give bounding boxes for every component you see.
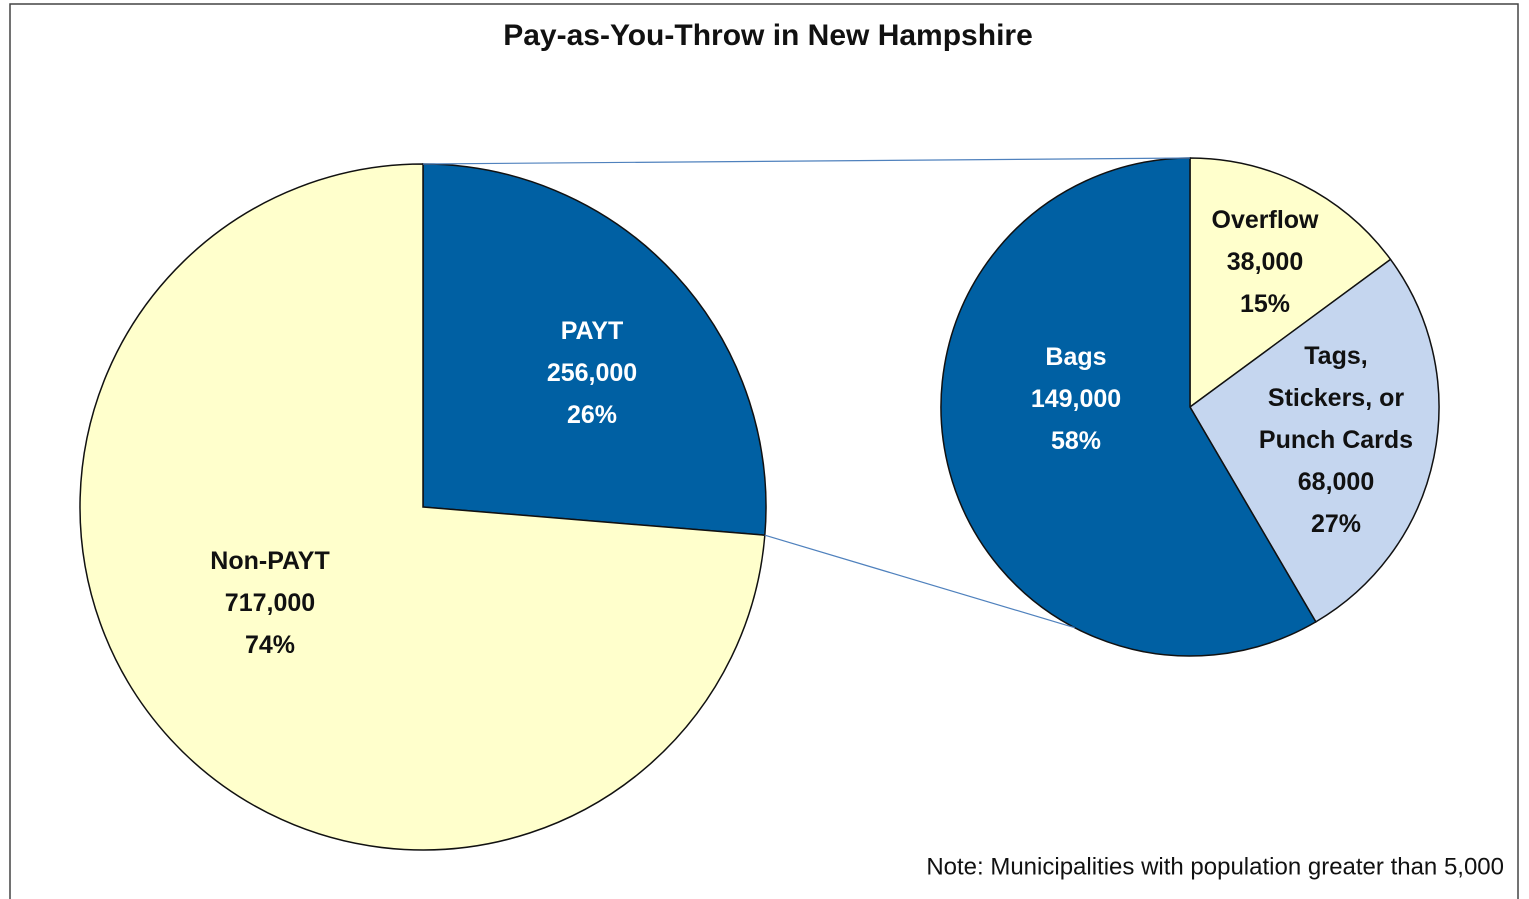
pie-slice bbox=[1189, 258, 1440, 623]
chart-title: Pay-as-You-Throw in New Hampshire bbox=[503, 19, 1033, 52]
percent-label: 15% bbox=[1239, 290, 1291, 318]
slice-label: Tags, Stickers, or Punch Cards 68,000 27% bbox=[1254, 335, 1419, 545]
value-label: 149,000 bbox=[1030, 385, 1122, 413]
value-label: 38,000 bbox=[1226, 248, 1304, 276]
category-label: Overflow bbox=[1211, 206, 1319, 234]
value-label: 68,000 bbox=[1297, 468, 1375, 496]
connector-line bbox=[422, 157, 1191, 165]
value-label: 256,000 bbox=[546, 359, 638, 387]
pie-slice bbox=[422, 163, 767, 537]
pie-slice bbox=[79, 163, 766, 851]
percent-label: 74% bbox=[244, 631, 296, 659]
percent-label: 58% bbox=[1050, 427, 1102, 455]
slice-label: Non-PAYT 717,000 74% bbox=[210, 540, 329, 666]
value-label: 717,000 bbox=[224, 589, 316, 617]
chart-frame bbox=[9, 3, 1519, 899]
pie-slice bbox=[1189, 157, 1392, 409]
percent-label: 26% bbox=[566, 401, 618, 429]
slice-label: PAYT 256,000 26% bbox=[547, 310, 637, 436]
category-label: Bags bbox=[1045, 343, 1107, 371]
pie-slice bbox=[940, 157, 1317, 657]
category-label: Non-PAYT bbox=[210, 547, 330, 575]
connector-line bbox=[764, 534, 1075, 629]
category-label: PAYT bbox=[560, 317, 624, 345]
slice-label: Bags 149,000 58% bbox=[1031, 336, 1121, 462]
category-label: Tags, Stickers, or Punch Cards bbox=[1258, 342, 1414, 454]
percent-label: 27% bbox=[1310, 510, 1362, 538]
slice-label: Overflow 38,000 15% bbox=[1212, 199, 1319, 325]
chart-note: Note: Municipalities with population gre… bbox=[926, 853, 1504, 880]
